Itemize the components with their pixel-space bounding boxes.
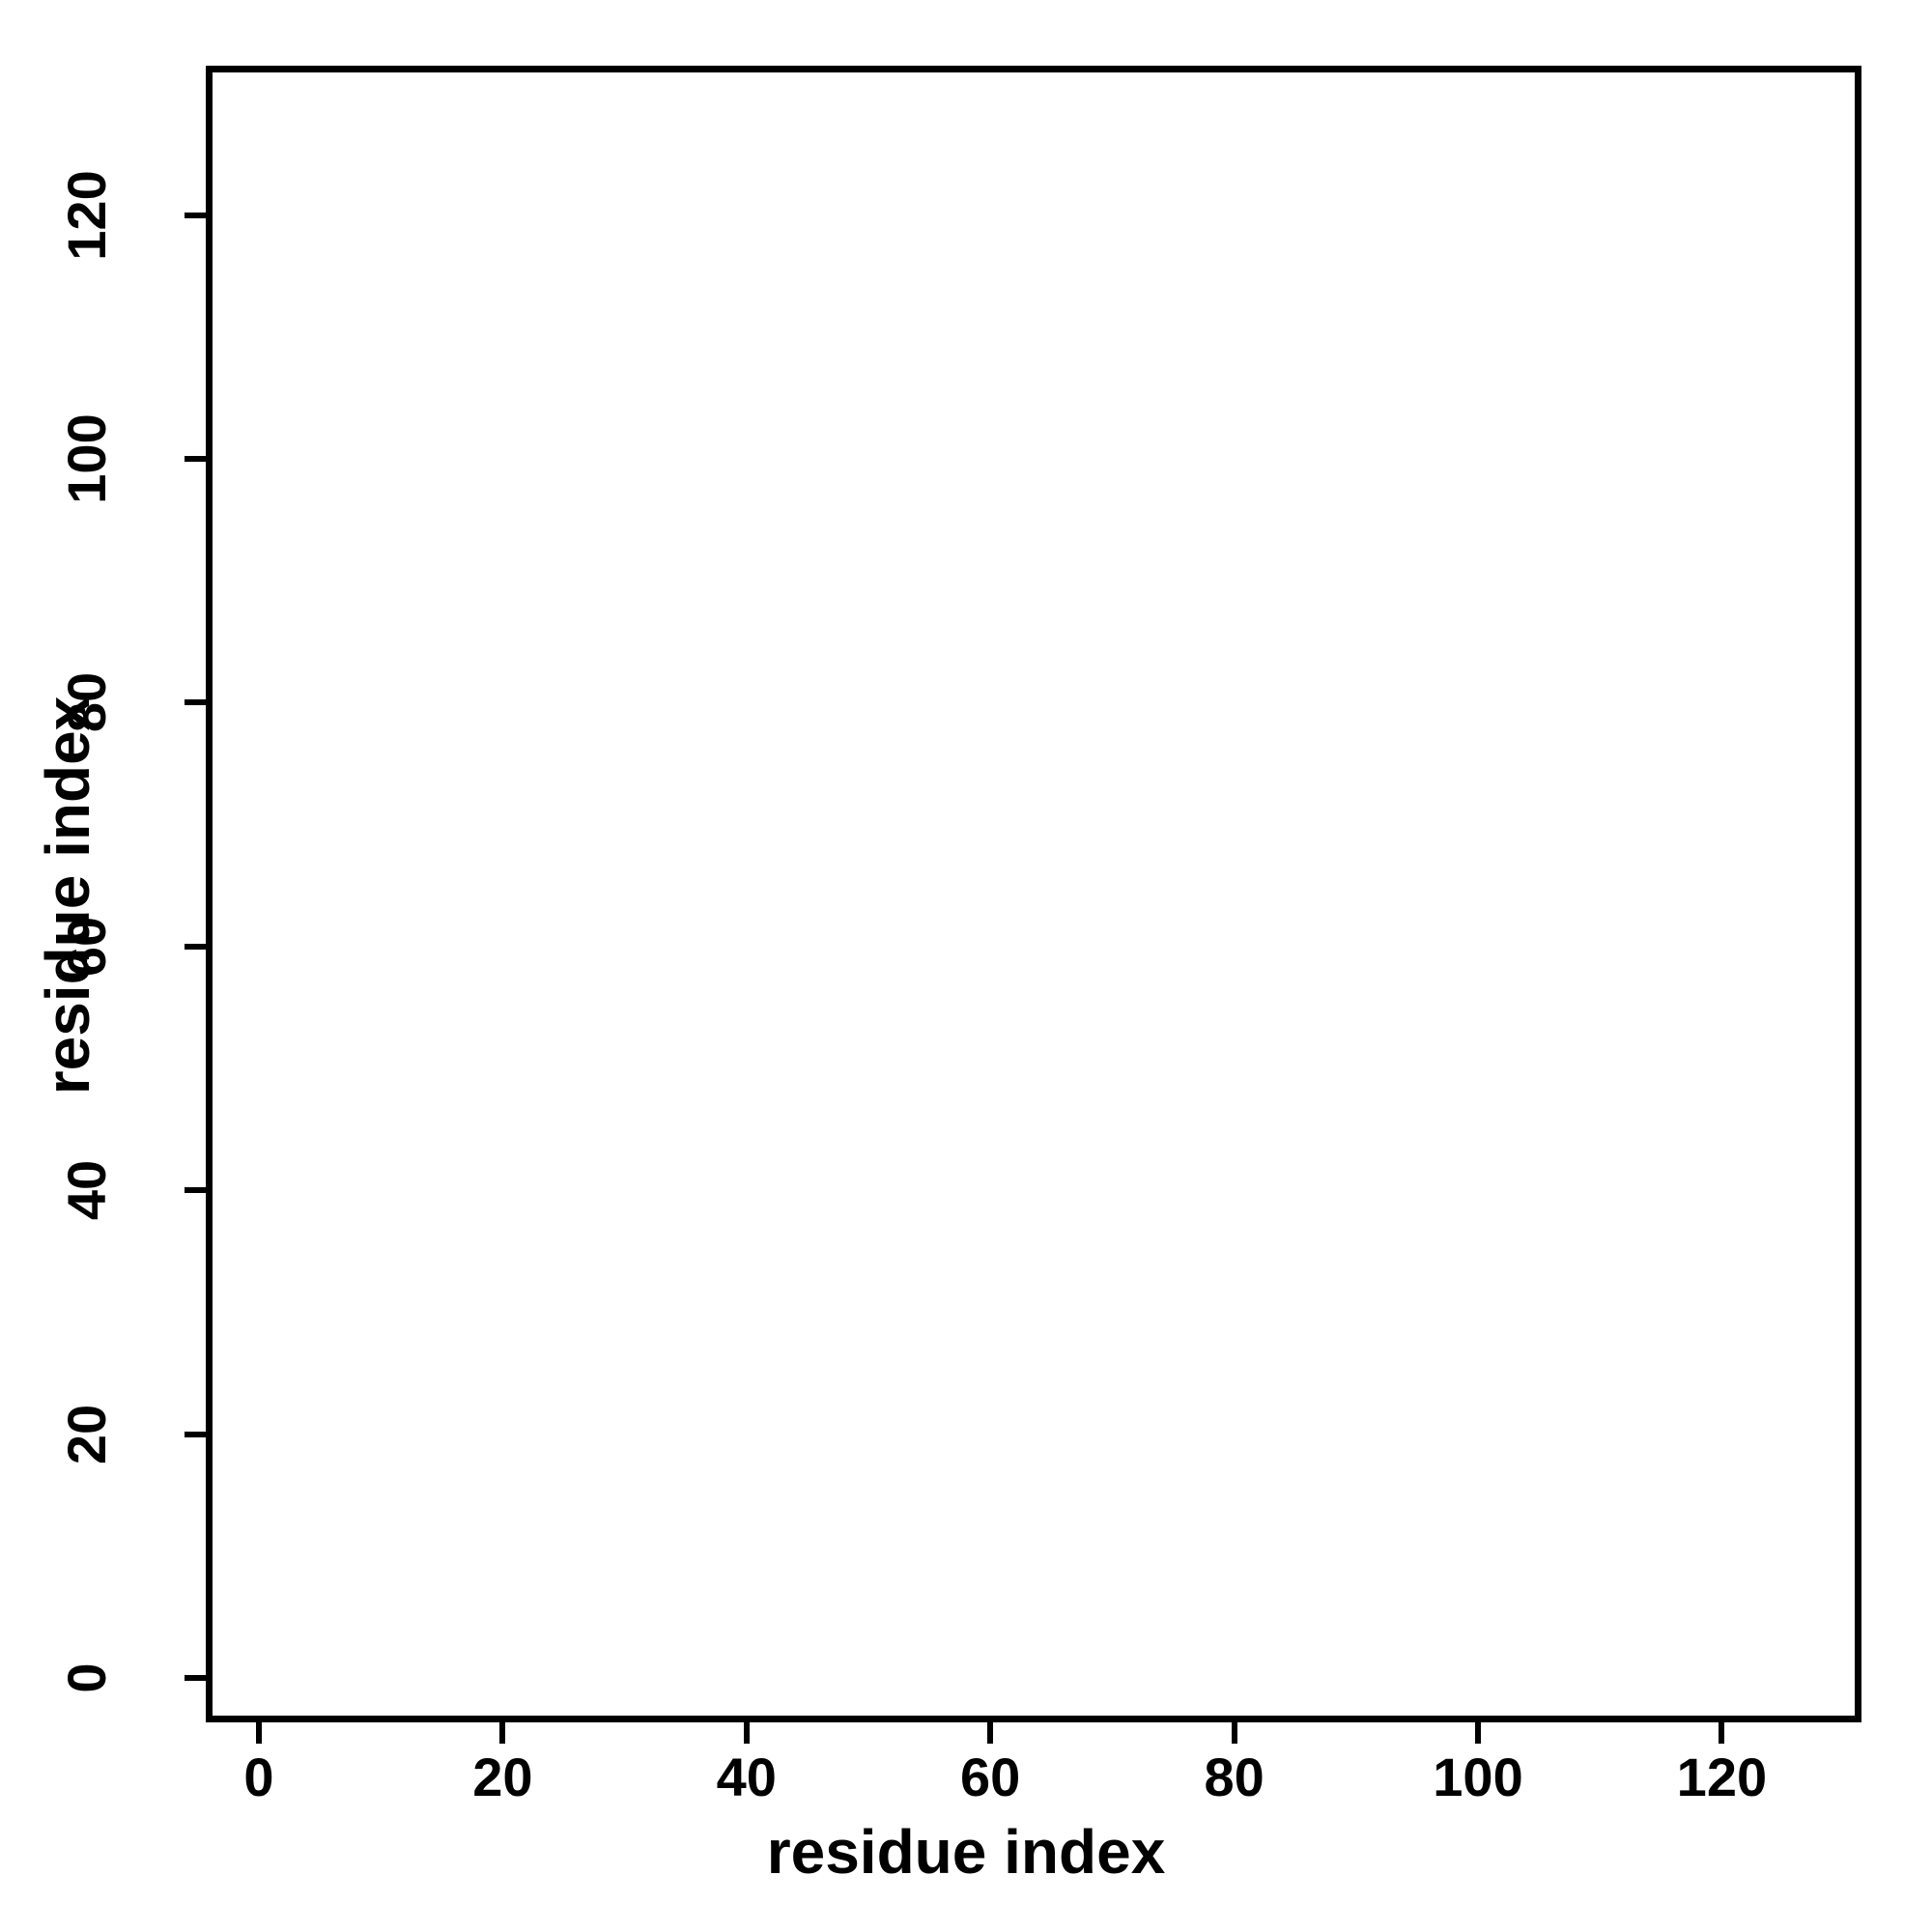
y-tick-mark bbox=[185, 212, 206, 218]
y-axis-title: residue index bbox=[33, 696, 102, 1095]
plot-frame bbox=[206, 66, 1861, 1722]
x-tick-label: 0 bbox=[243, 1747, 274, 1807]
x-tick-label: 60 bbox=[960, 1747, 1021, 1807]
y-tick-mark bbox=[185, 1675, 206, 1681]
x-tick-mark bbox=[1719, 1722, 1725, 1744]
x-tick-mark bbox=[743, 1722, 750, 1744]
x-tick-mark bbox=[1475, 1722, 1481, 1744]
x-tick-mark bbox=[987, 1722, 994, 1744]
y-tick-mark bbox=[185, 699, 206, 706]
x-tick-mark bbox=[256, 1722, 262, 1744]
x-tick-label: 120 bbox=[1676, 1747, 1768, 1807]
x-tick-label: 100 bbox=[1433, 1747, 1523, 1807]
y-tick-mark bbox=[185, 456, 206, 462]
x-axis-title: residue index bbox=[766, 1817, 1166, 1887]
x-tick-mark bbox=[499, 1722, 506, 1744]
y-tick-label: 120 bbox=[56, 169, 117, 261]
x-tick-label: 80 bbox=[1204, 1747, 1264, 1807]
y-tick-mark bbox=[185, 1187, 206, 1194]
x-tick-label: 40 bbox=[716, 1747, 777, 1807]
y-tick-mark bbox=[185, 943, 206, 950]
y-tick-label: 0 bbox=[56, 1662, 117, 1693]
y-tick-mark bbox=[185, 1431, 206, 1437]
x-tick-label: 20 bbox=[472, 1747, 533, 1807]
y-tick-label: 20 bbox=[56, 1404, 117, 1464]
x-tick-mark bbox=[1231, 1722, 1237, 1744]
